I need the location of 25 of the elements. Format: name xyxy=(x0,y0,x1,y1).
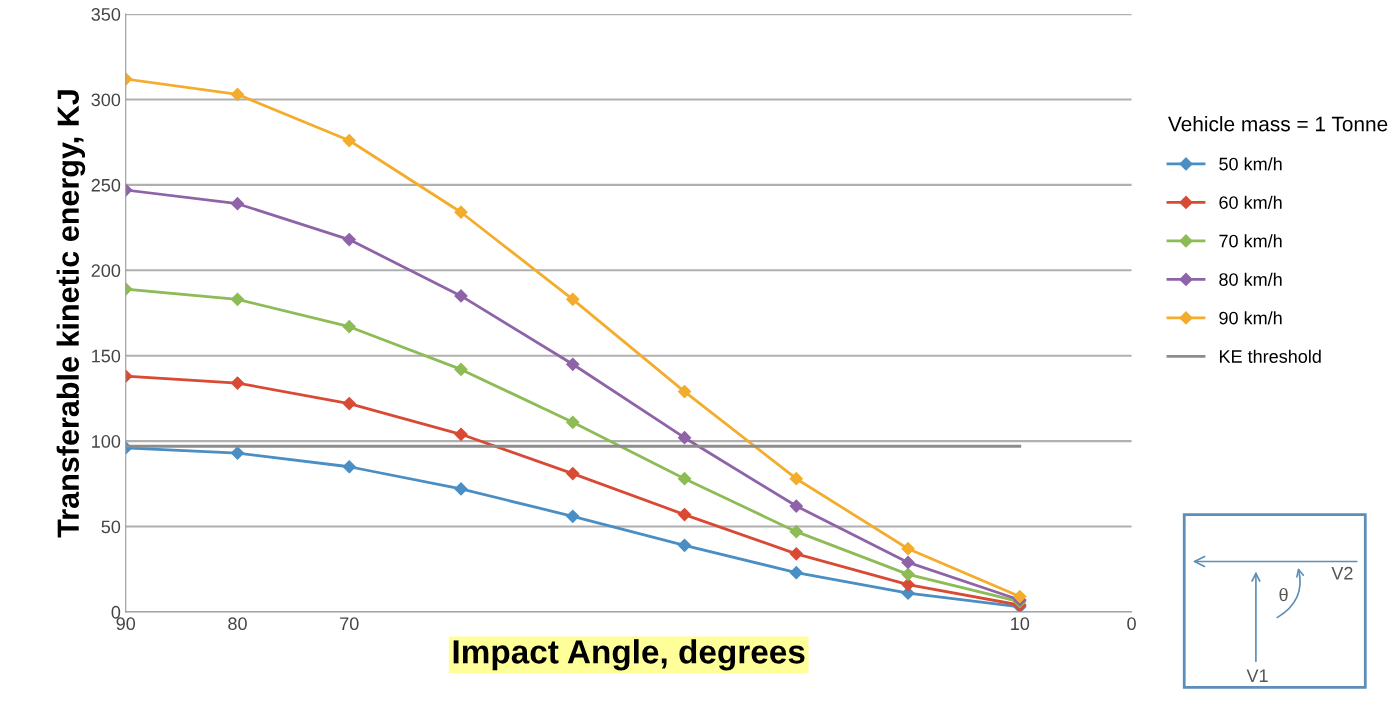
legend-title: Vehicle mass = 1 Tonne xyxy=(1168,116,1388,132)
legend-label: 70 km/h xyxy=(1219,234,1282,248)
legend-label: KE threshold xyxy=(1219,349,1321,363)
y-tick-label: 350 xyxy=(91,8,121,21)
y-tick-label: 100 xyxy=(92,435,121,448)
text: V1 xyxy=(1246,669,1268,682)
x-tick-label: 80 xyxy=(228,617,247,631)
text: θ xyxy=(1279,587,1288,602)
y-tick-label: 50 xyxy=(101,520,121,534)
legend-label: 80 km/h xyxy=(1219,272,1282,286)
x-tick-label: 70 xyxy=(340,617,359,631)
x-axis-title: Impact Angle, degrees xyxy=(453,639,805,671)
y-tick-label: 150 xyxy=(92,349,121,363)
legend-label: 90 km/h xyxy=(1219,311,1282,325)
y-tick-label: 300 xyxy=(91,93,121,107)
y-tick-label: 200 xyxy=(91,264,121,278)
legend-label: 60 km/h xyxy=(1219,195,1282,209)
x-tick-label: 10 xyxy=(1011,617,1030,631)
text: V2 xyxy=(1331,566,1353,580)
x-tick-label: 0 xyxy=(1127,617,1136,631)
legend-label: 50 km/h xyxy=(1219,157,1282,171)
y-tick-label: 250 xyxy=(91,178,121,192)
y-tick-label: 0 xyxy=(111,605,121,619)
y-axis-title: Transferable kinetic energy, KJ xyxy=(56,90,86,538)
x-tick-label: 90 xyxy=(116,617,136,631)
